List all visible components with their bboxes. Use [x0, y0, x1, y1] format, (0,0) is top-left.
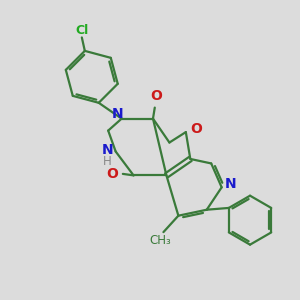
Text: O: O [151, 89, 163, 103]
Text: Cl: Cl [75, 24, 88, 38]
Text: N: N [225, 177, 236, 191]
Text: N: N [101, 143, 113, 157]
Text: N: N [112, 107, 123, 121]
Text: CH₃: CH₃ [149, 234, 171, 247]
Text: O: O [190, 122, 202, 136]
Text: O: O [107, 167, 118, 181]
Text: H: H [103, 155, 112, 168]
